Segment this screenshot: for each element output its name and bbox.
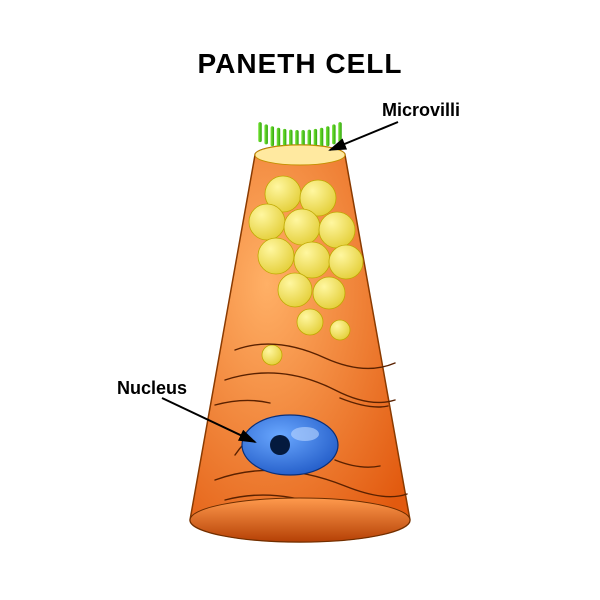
cell-bottom-rim bbox=[190, 498, 410, 542]
paneth-cell-diagram bbox=[0, 0, 600, 600]
cell-body bbox=[190, 145, 410, 542]
cell-top-rim bbox=[255, 145, 345, 165]
nucleus bbox=[242, 415, 338, 475]
